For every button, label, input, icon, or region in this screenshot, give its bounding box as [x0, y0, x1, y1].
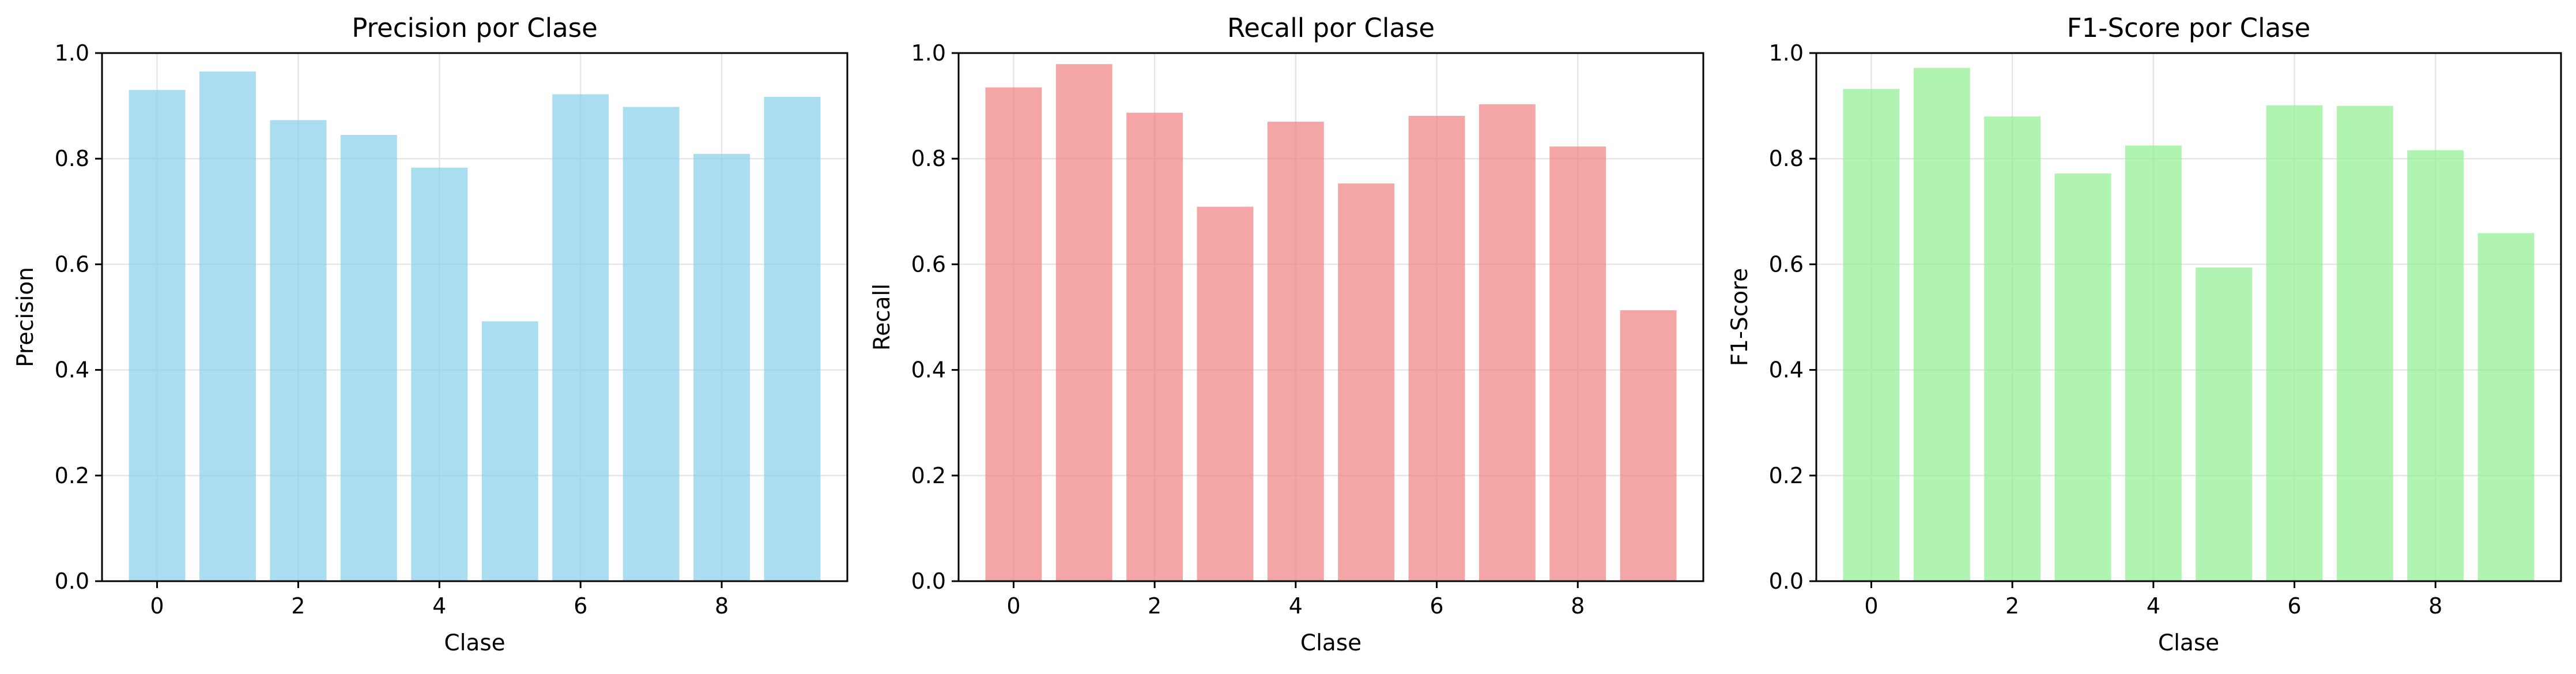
x-tick-label: 4	[2147, 593, 2160, 619]
bar-class-4	[411, 167, 468, 582]
y-axis-label: Precision	[13, 267, 39, 367]
x-tick-label: 0	[1864, 593, 1878, 619]
y-tick-label: 0.8	[911, 146, 946, 171]
x-axis-label: Clase	[444, 630, 505, 656]
chart-title: F1-Score por Clase	[2067, 13, 2311, 43]
bar-class-9	[1620, 310, 1677, 581]
bar-class-2	[1984, 116, 2041, 582]
axes-frame	[1815, 52, 2562, 582]
bar-class-3	[2054, 173, 2111, 581]
x-tick-label: 8	[1571, 593, 1585, 619]
y-tick-label: 0.6	[55, 251, 89, 277]
x-tick-label: 8	[715, 593, 729, 619]
x-tick-label: 8	[2428, 593, 2442, 619]
y-tick-label: 1.0	[1769, 40, 1804, 66]
bar-class-5	[1338, 183, 1395, 581]
bar-class-1	[1055, 64, 1112, 581]
bar-class-7	[2336, 106, 2393, 582]
x-axis-label: Clase	[2158, 630, 2219, 656]
bar-class-3	[340, 134, 397, 582]
bar-class-4	[2125, 145, 2182, 582]
x-tick-label: 2	[291, 593, 305, 619]
bar-class-1	[199, 71, 256, 581]
x-tick-label: 6	[2287, 593, 2301, 619]
y-tick-label: 0.0	[911, 568, 946, 594]
y-tick-label: 0.2	[911, 463, 946, 488]
y-tick-label: 0.0	[1769, 568, 1804, 594]
chart-panel-0: 0.0 0.2 0.4 0.6 0.8 1.0 0 2 4 6 8 Precision por Cla…	[13, 13, 848, 656]
y-tick-label: 0.4	[55, 357, 89, 383]
bar-class-7	[1479, 104, 1536, 582]
x-tick-label: 0	[150, 593, 164, 619]
bar-class-6	[552, 94, 609, 581]
bar-class-1	[1913, 67, 1970, 581]
x-tick-label: 6	[574, 593, 587, 619]
bar-class-8	[2407, 150, 2464, 581]
chart-title: Recall por Clase	[1227, 13, 1435, 43]
bar-class-0	[1843, 89, 1900, 582]
y-axis-label: Recall	[869, 284, 895, 351]
bar-class-3	[1197, 206, 1254, 581]
bar-class-5	[481, 321, 538, 581]
x-tick-label: 4	[1289, 593, 1303, 619]
y-tick-label: 0.8	[55, 146, 89, 171]
bar-class-0	[129, 90, 186, 581]
y-tick-label: 0.8	[1769, 146, 1804, 171]
bar-class-9	[2477, 233, 2534, 582]
chart-title: Precision por Clase	[352, 13, 598, 43]
y-tick-label: 1.0	[55, 40, 89, 66]
y-tick-label: 0.6	[911, 251, 946, 277]
y-tick-label: 0.4	[911, 357, 946, 383]
bar-class-5	[2196, 267, 2253, 581]
chart-panel-2: 0.0 0.2 0.4 0.6 0.8 1.0 0 2 4 6 8 F1-Score por Clas…	[1727, 13, 2562, 656]
x-axis-label: Clase	[1300, 630, 1361, 656]
y-tick-label: 1.0	[911, 40, 946, 66]
axes-frame	[101, 52, 848, 582]
x-tick-label: 2	[1148, 593, 1161, 619]
bar-class-2	[270, 120, 327, 581]
y-tick-label: 0.6	[1769, 251, 1804, 277]
bar-class-8	[1549, 146, 1606, 581]
bar-class-6	[1408, 116, 1465, 581]
x-tick-label: 6	[1430, 593, 1443, 619]
bar-class-6	[2266, 105, 2323, 581]
bar-class-7	[623, 107, 680, 581]
bar-class-4	[1267, 122, 1324, 581]
bar-class-9	[764, 97, 821, 581]
y-axis-label: F1-Score	[1727, 268, 1753, 367]
y-tick-label: 0.2	[55, 463, 89, 488]
chart-panel-1: 0.0 0.2 0.4 0.6 0.8 1.0 0 2 4 6 8 Recall por Clase C…	[869, 13, 1704, 656]
x-tick-label: 4	[432, 593, 446, 619]
bar-class-0	[985, 87, 1042, 582]
y-tick-label: 0.4	[1769, 357, 1804, 383]
axes-frame	[957, 52, 1704, 582]
bar-class-8	[693, 153, 750, 581]
x-tick-label: 0	[1006, 593, 1020, 619]
x-tick-label: 2	[2005, 593, 2019, 619]
bar-class-2	[1126, 112, 1183, 581]
y-tick-label: 0.2	[1769, 463, 1804, 488]
y-tick-label: 0.0	[55, 568, 89, 594]
